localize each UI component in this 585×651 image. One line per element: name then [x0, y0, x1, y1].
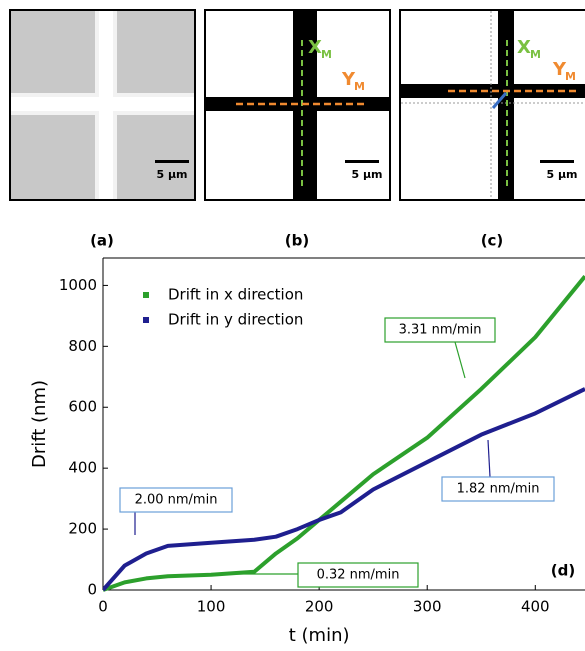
- x-tick-label: 0: [98, 598, 108, 616]
- x-marker: X: [308, 37, 322, 58]
- annotation: 2.00 nm/min: [135, 493, 218, 508]
- y-tick-label: 200: [68, 520, 97, 538]
- panel-label: (b): [285, 232, 309, 250]
- legend-marker: [143, 292, 149, 298]
- panel-label: (c): [481, 232, 504, 250]
- y-tick-label: 400: [68, 459, 97, 477]
- scale-bar-label: 5 µm: [156, 168, 187, 181]
- scale-bar-label: 5 µm: [546, 168, 577, 181]
- annotation-arrow: [488, 440, 490, 477]
- x-tick-label: 100: [197, 598, 226, 616]
- y-marker-subscript: M: [565, 70, 576, 83]
- y-tick-label: 0: [87, 581, 97, 599]
- x-tick-label: 200: [305, 598, 334, 616]
- x-marker: X: [517, 37, 531, 58]
- y-tick-label: 1000: [59, 276, 97, 294]
- x-axis-title: t (min): [289, 625, 350, 646]
- panel-label: (a): [90, 232, 114, 250]
- figure: (a)5 µm(b)5 µmXMYM(c)5 µmXMYM02004006008…: [0, 0, 585, 651]
- annotation: 3.31 nm/min: [399, 323, 482, 338]
- scale-bar-label: 5 µm: [351, 168, 382, 181]
- x-marker-subscript: M: [530, 48, 541, 61]
- annotation-arrow: [455, 342, 465, 378]
- x-tick-label: 300: [413, 598, 442, 616]
- annotation: 1.82 nm/min: [457, 482, 540, 497]
- y-marker-subscript: M: [354, 80, 365, 93]
- legend-marker: [143, 317, 149, 323]
- annotation: 0.32 nm/min: [317, 568, 400, 583]
- x-marker-subscript: M: [321, 48, 332, 61]
- legend-label: Drift in y direction: [168, 311, 303, 329]
- y-tick-label: 800: [68, 337, 97, 355]
- panel-label: (d): [551, 562, 575, 580]
- y-tick-label: 600: [68, 398, 97, 416]
- y-axis-title: Drift (nm): [29, 380, 50, 468]
- x-tick-label: 400: [521, 598, 550, 616]
- legend-label: Drift in x direction: [168, 286, 303, 304]
